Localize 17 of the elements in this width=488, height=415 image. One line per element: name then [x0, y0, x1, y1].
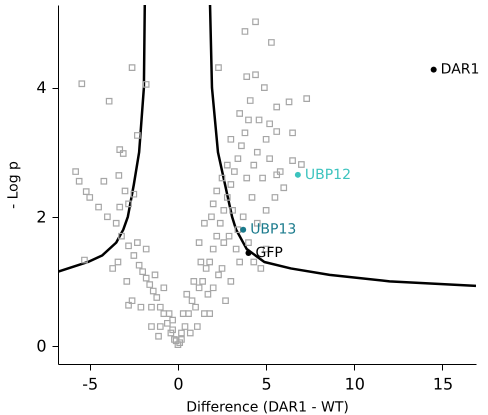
y-axis-title: - Log p	[5, 160, 22, 209]
x-tick-label: -5	[82, 374, 98, 394]
x-axis-title: Difference (DAR1 - WT)	[186, 400, 349, 415]
point	[240, 226, 246, 233]
series-label: DAR1	[440, 62, 480, 78]
x-tick-label: 10	[344, 374, 365, 394]
x-tick-label: 0	[173, 374, 184, 394]
point	[430, 66, 437, 73]
series-label: UBP12	[304, 166, 351, 183]
x-tick-label: 5	[262, 374, 272, 394]
y-tick-label: 4	[36, 78, 46, 98]
x-tick-label: 15	[432, 374, 454, 394]
point	[294, 172, 301, 178]
series-label: UBP13	[250, 222, 296, 238]
y-tick-label: 2	[36, 207, 46, 226]
y-tick-label: 0	[36, 336, 46, 356]
series-label: GFP	[255, 244, 283, 261]
